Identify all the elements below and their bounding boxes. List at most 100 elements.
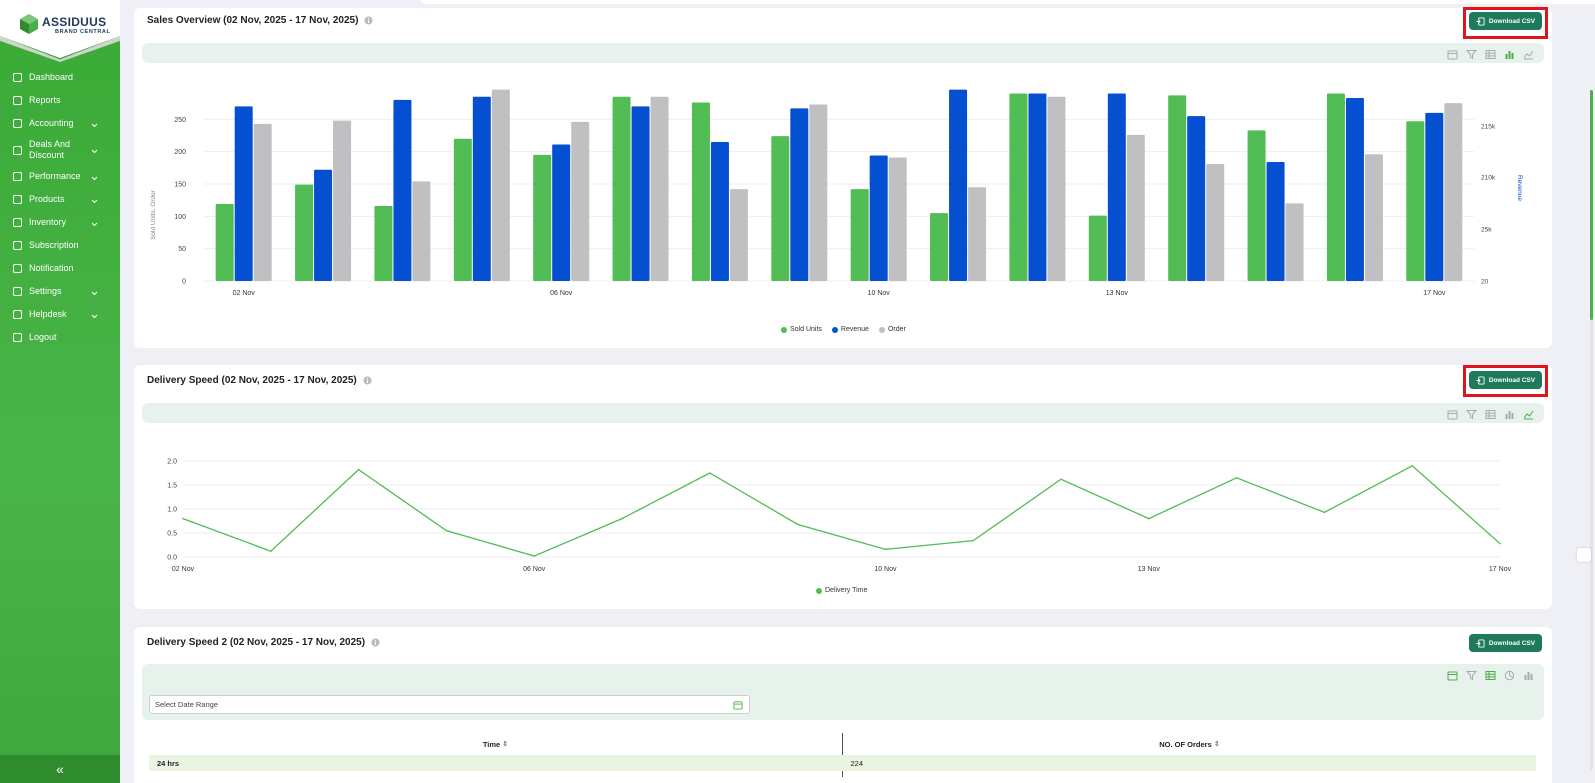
- chevron-down-icon[interactable]: [91, 288, 98, 295]
- pie-chart-view-icon[interactable]: [1504, 668, 1515, 681]
- line-point[interactable]: [621, 517, 623, 520]
- line-point[interactable]: [1499, 542, 1501, 545]
- column-header-time[interactable]: Time ⇕: [149, 733, 842, 755]
- bar-order[interactable]: [412, 181, 431, 281]
- bar-revenue[interactable]: [869, 155, 888, 281]
- calendar-icon[interactable]: [1447, 668, 1458, 681]
- bar-sold-units[interactable]: [453, 138, 472, 281]
- bar-order[interactable]: [1444, 103, 1463, 282]
- bar-revenue[interactable]: [552, 144, 571, 281]
- line-point[interactable]: [1060, 478, 1062, 481]
- scrollbar-track[interactable]: [1590, 90, 1593, 770]
- bar-sold-units[interactable]: [374, 205, 393, 281]
- bar-order[interactable]: [571, 121, 590, 281]
- chevron-down-icon[interactable]: [91, 173, 98, 180]
- info-icon[interactable]: [371, 638, 380, 647]
- line-point[interactable]: [1323, 511, 1326, 514]
- delivery2-download-csv-button[interactable]: Download CSV: [1469, 634, 1542, 652]
- delivery-download-csv-button[interactable]: Download CSV: [1469, 371, 1542, 389]
- table-view-icon[interactable]: [1485, 47, 1496, 59]
- sidebar-item-settings[interactable]: Settings: [0, 280, 120, 303]
- bar-order[interactable]: [253, 123, 272, 281]
- bar-sold-units[interactable]: [771, 136, 790, 281]
- bar-sold-units[interactable]: [1009, 93, 1028, 281]
- bar-revenue[interactable]: [949, 89, 968, 281]
- line-point[interactable]: [357, 468, 360, 471]
- sidebar-item-dashboard[interactable]: Dashboard: [0, 66, 120, 89]
- filter-icon[interactable]: [1465, 407, 1478, 420]
- sidebar-item-products[interactable]: Products: [0, 188, 120, 211]
- calendar-icon[interactable]: [1447, 407, 1458, 420]
- line-point[interactable]: [533, 555, 535, 557]
- bar-order[interactable]: [809, 104, 828, 282]
- collapse-sidebar-button[interactable]: «: [0, 755, 120, 783]
- line-point[interactable]: [182, 517, 184, 520]
- line-point[interactable]: [796, 523, 799, 526]
- sort-icon[interactable]: ⇕: [1213, 741, 1220, 748]
- calendar-icon[interactable]: [733, 700, 743, 710]
- sidebar-item-performance[interactable]: Performance: [0, 165, 120, 188]
- bar-sold-units[interactable]: [295, 184, 314, 281]
- sidebar-item-inventory[interactable]: Inventory: [0, 211, 120, 234]
- bar-sold-units[interactable]: [930, 213, 949, 281]
- bar-revenue[interactable]: [1187, 116, 1206, 281]
- legend-item[interactable]: Sold Units: [781, 326, 822, 333]
- bar-sold-units[interactable]: [533, 154, 552, 281]
- scrollbar-thumb[interactable]: [1590, 90, 1593, 320]
- bar-revenue[interactable]: [472, 96, 491, 281]
- filter-icon[interactable]: [1465, 668, 1478, 681]
- bar-order[interactable]: [1285, 203, 1304, 281]
- chevron-down-icon[interactable]: [91, 120, 98, 127]
- line-chart-view-icon[interactable]: [1523, 47, 1534, 60]
- bar-order[interactable]: [729, 189, 748, 281]
- bar-order[interactable]: [968, 187, 987, 281]
- line-point[interactable]: [709, 472, 711, 474]
- sidebar-item-subscription[interactable]: Subscription: [0, 234, 120, 257]
- date-range-input[interactable]: Select Date Range: [149, 695, 750, 714]
- sidebar-item-notification[interactable]: Notification: [0, 257, 120, 280]
- legend-item[interactable]: Order: [878, 326, 906, 333]
- bar-order[interactable]: [491, 89, 510, 281]
- bar-revenue[interactable]: [1425, 112, 1444, 281]
- sidebar-item-logout[interactable]: Logout: [0, 326, 120, 349]
- bar-sold-units[interactable]: [215, 204, 234, 281]
- bar-chart-view-icon[interactable]: [1504, 407, 1515, 419]
- bar-order[interactable]: [1126, 134, 1145, 281]
- bar-sold-units[interactable]: [1326, 93, 1345, 281]
- table-view-icon[interactable]: [1485, 407, 1496, 419]
- line-chart-view-icon[interactable]: [1523, 407, 1534, 420]
- bar-revenue[interactable]: [314, 169, 333, 281]
- bar-revenue[interactable]: [1107, 93, 1126, 281]
- bar-sold-units[interactable]: [1247, 130, 1266, 281]
- line-delivery-time[interactable]: [182, 465, 1501, 557]
- sidebar-item-reports[interactable]: Reports: [0, 89, 120, 112]
- bar-revenue[interactable]: [1345, 97, 1364, 281]
- chevron-down-icon[interactable]: [91, 219, 98, 226]
- bar-chart-view-icon[interactable]: [1523, 668, 1534, 680]
- bar-order[interactable]: [1047, 96, 1066, 281]
- bar-revenue[interactable]: [1028, 93, 1047, 281]
- legend-item[interactable]: Delivery Time: [816, 587, 867, 594]
- bar-revenue[interactable]: [1266, 162, 1285, 281]
- bar-sold-units[interactable]: [850, 189, 869, 281]
- sales-download-csv-button[interactable]: Download CSV: [1469, 12, 1542, 30]
- line-point[interactable]: [1148, 517, 1150, 520]
- line-point[interactable]: [1235, 477, 1238, 479]
- bar-order[interactable]: [1364, 154, 1383, 281]
- bar-sold-units[interactable]: [691, 102, 710, 282]
- line-point[interactable]: [972, 539, 974, 542]
- bar-revenue[interactable]: [710, 141, 729, 281]
- bar-revenue[interactable]: [234, 106, 253, 282]
- sidebar-item-accounting[interactable]: Accounting: [0, 112, 120, 135]
- line-point[interactable]: [445, 529, 448, 532]
- column-header-orders[interactable]: NO. OF Orders ⇕: [843, 733, 1536, 755]
- sort-icon[interactable]: ⇕: [502, 741, 509, 748]
- bar-order[interactable]: [650, 96, 669, 281]
- bar-sold-units[interactable]: [1088, 215, 1107, 281]
- chevron-down-icon[interactable]: [91, 311, 98, 318]
- bar-revenue[interactable]: [790, 108, 809, 281]
- info-icon[interactable]: [363, 376, 372, 385]
- line-point[interactable]: [270, 550, 272, 553]
- bar-sold-units[interactable]: [612, 96, 631, 281]
- bar-revenue[interactable]: [393, 99, 412, 281]
